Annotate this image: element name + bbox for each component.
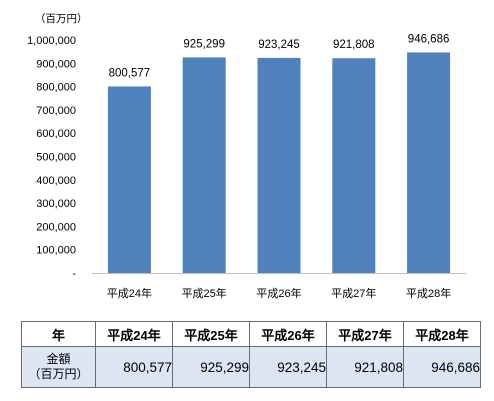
data-label: 946,686 xyxy=(408,33,450,45)
y-tick-label: 800,000 xyxy=(36,82,76,94)
bar-series xyxy=(107,52,451,274)
y-tick-label: 100,000 xyxy=(36,245,76,257)
data-label: 923,245 xyxy=(258,39,300,51)
y-tick-label: 700,000 xyxy=(36,105,76,117)
table-header-year: 年 xyxy=(21,321,96,347)
x-tick-label: 平成27年 xyxy=(331,286,376,300)
table-cell: 925,299 xyxy=(172,346,250,388)
table-header-row: 年 平成24年 平成25年 平成26年 平成27年 平成28年 xyxy=(21,321,481,347)
y-tick-label: 1,000,000 xyxy=(27,35,76,47)
y-axis-tick-labels: - 100,000 200,000 300,000 400,000 500,000 600,… xyxy=(27,35,76,280)
y-tick-label: 200,000 xyxy=(36,221,76,233)
y-axis-unit-label: （百万円） xyxy=(35,13,88,25)
y-tick-label: - xyxy=(72,268,76,280)
table-cell: 946,686 xyxy=(403,346,481,388)
y-tick-label: 400,000 xyxy=(36,175,76,187)
table-header-cell: 平成28年 xyxy=(403,321,481,347)
x-tick-label: 平成28年 xyxy=(406,286,451,300)
data-label: 925,299 xyxy=(183,38,225,50)
x-tick-label: 平成25年 xyxy=(182,286,227,300)
y-tick-label: 500,000 xyxy=(36,152,76,164)
bar xyxy=(257,57,301,274)
table-header-cell: 平成25年 xyxy=(172,321,250,347)
bar-chart: （百万円） - 100,000 200,000 300,000 400,000 500,0… xyxy=(27,13,466,300)
data-labels: 800,577 925,299 923,245 921,808 946,686 xyxy=(109,33,450,79)
table-header-cell: 平成26年 xyxy=(249,321,327,347)
table-row-header: 金額 （百万円） xyxy=(21,346,96,388)
x-tick-label: 平成24年 xyxy=(107,286,152,300)
table-header-cell: 平成24年 xyxy=(95,321,173,347)
bar xyxy=(107,86,151,273)
row-label-unit: （百万円） xyxy=(28,367,89,381)
y-tick-label: 900,000 xyxy=(36,58,76,70)
bar xyxy=(182,57,226,273)
y-tick-label: 600,000 xyxy=(36,128,76,140)
y-tick-label: 300,000 xyxy=(36,198,76,210)
data-table: 年 平成24年 平成25年 平成26年 平成27年 平成28年 金額 （百万円）… xyxy=(21,321,481,388)
data-label: 800,577 xyxy=(109,67,151,79)
table-header-cell: 平成27年 xyxy=(326,321,404,347)
x-axis-tick-labels: 平成24年 平成25年 平成26年 平成27年 平成28年 xyxy=(107,286,451,300)
bar xyxy=(407,52,451,273)
row-label-amount: 金額 xyxy=(46,352,71,366)
table-cell: 923,245 xyxy=(249,346,327,388)
table-row: 金額 （百万円） 800,577 925,299 923,245 921,808… xyxy=(21,346,481,388)
x-tick-label: 平成26年 xyxy=(256,286,301,300)
data-label: 921,808 xyxy=(333,39,375,51)
table-cell: 921,808 xyxy=(326,346,404,388)
table-cell: 800,577 xyxy=(95,346,173,388)
bar xyxy=(332,58,376,273)
